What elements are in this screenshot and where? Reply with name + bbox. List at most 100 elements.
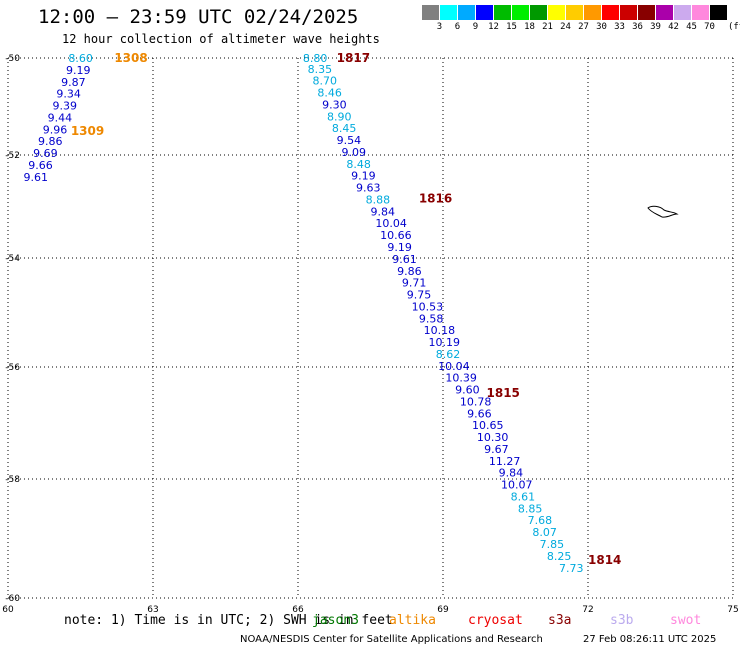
wave-height-value: 9.84 — [499, 467, 524, 480]
wave-height-value: 10.30 — [477, 431, 509, 444]
mission-label: s3b — [610, 613, 634, 628]
legend-swatch — [512, 5, 529, 20]
wave-height-value: 9.30 — [322, 98, 347, 111]
legend-swatch — [638, 5, 655, 20]
wave-height-value: 10.39 — [445, 372, 477, 385]
wave-height-value: 9.71 — [402, 277, 427, 290]
track-number-label: 1309 — [71, 124, 104, 138]
wave-height-value: 7.73 — [559, 562, 584, 575]
wave-height-value: 10.07 — [501, 479, 533, 492]
wave-height-points: 8.609.199.879.349.399.449.969.869.699.66… — [23, 52, 583, 575]
wave-height-value: 10.65 — [472, 419, 504, 432]
wave-height-value: 9.39 — [52, 100, 77, 113]
wave-height-value: 10.04 — [438, 360, 470, 373]
legend-swatch — [620, 5, 637, 20]
legend-swatch — [566, 5, 583, 20]
track-number-label: 1817 — [337, 51, 370, 65]
wave-height-value: 9.66 — [467, 407, 492, 420]
wave-height-value: 9.61 — [23, 171, 48, 184]
island-outline — [647, 205, 679, 218]
wave-height-value: 9.67 — [484, 443, 509, 456]
legend-tick: 36 — [632, 22, 643, 32]
wave-height-value: 9.96 — [43, 123, 68, 136]
lat-tick-label: -52 — [5, 151, 20, 161]
legend-swatch — [602, 5, 619, 20]
legend-swatch — [692, 5, 709, 20]
legend-tick: 45 — [686, 22, 697, 32]
legend-swatch — [440, 5, 457, 20]
wave-height-value: 9.84 — [371, 205, 396, 218]
legend-tick: 33 — [614, 22, 625, 32]
lon-tick-label: 66 — [292, 605, 304, 615]
legend-tick: 15 — [506, 22, 517, 32]
lon-tick-label: 63 — [147, 605, 158, 615]
legend-swatch — [674, 5, 691, 20]
legend-tick: 3 — [436, 22, 443, 32]
lat-tick-label: -54 — [5, 254, 20, 264]
wave-height-value: 9.86 — [397, 265, 422, 278]
wave-height-value: 9.63 — [356, 182, 381, 195]
wave-height-value: 7.68 — [528, 514, 553, 527]
lat-tick-label: -60 — [5, 594, 20, 604]
legend-tick: 24 — [560, 22, 571, 32]
lat-tick-label: -58 — [5, 475, 20, 485]
track-number-label: 1815 — [487, 386, 520, 400]
legend-swatch — [584, 5, 601, 20]
wave-height-value: 9.19 — [351, 170, 376, 183]
legend-swatch — [458, 5, 475, 20]
page-title: 12:00 — 23:59 UTC 02/24/2025 — [38, 6, 359, 28]
wave-height-value: 8.80 — [303, 52, 328, 65]
track-number-label: 1814 — [588, 553, 621, 567]
lon-tick-label: 75 — [727, 605, 738, 615]
wave-height-value: 9.87 — [61, 76, 86, 89]
legend-swatch — [494, 5, 511, 20]
track-number-label: 1816 — [419, 191, 452, 205]
wave-height-value: 10.18 — [424, 324, 456, 337]
track-number-label: 1308 — [114, 51, 147, 65]
wave-height-value: 8.46 — [317, 87, 342, 100]
legend-swatch — [476, 5, 493, 20]
legend-swatch — [548, 5, 565, 20]
lon-tick-label: 60 — [2, 605, 14, 615]
generated-timestamp: 27 Feb 08:26:11 UTC 2025 — [583, 634, 717, 645]
wave-height-value: 9.34 — [56, 88, 80, 101]
wave-height-value: 9.58 — [419, 312, 444, 325]
legend-tick: 42 — [668, 22, 679, 32]
wave-height-value: 8.61 — [511, 490, 535, 503]
wave-height-value: 8.35 — [308, 63, 333, 76]
wave-height-value: 9.19 — [387, 241, 412, 254]
lat-lon-grid — [7, 57, 734, 599]
wave-height-value: 9.19 — [66, 64, 91, 77]
wave-height-value: 8.25 — [547, 550, 572, 563]
wave-height-value: 8.90 — [327, 110, 352, 123]
legend-swatch — [656, 5, 673, 20]
mission-label: jason3 — [312, 613, 359, 628]
wave-height-value: 9.09 — [342, 146, 367, 159]
legend-swatch — [422, 5, 439, 20]
wave-height-value: 9.86 — [38, 135, 63, 148]
wave-height-value: 8.60 — [68, 52, 93, 65]
wave-height-value: 8.45 — [332, 122, 357, 135]
mission-label: swot — [670, 613, 702, 628]
wave-height-value: 7.85 — [540, 538, 565, 551]
page-subtitle: 12 hour collection of altimeter wave hei… — [62, 32, 380, 46]
wave-height-value: 10.04 — [375, 217, 407, 230]
wave-height-value: 8.07 — [532, 526, 557, 539]
wave-height-value: 8.70 — [313, 75, 338, 88]
wave-height-value: 9.66 — [28, 159, 53, 172]
legend-swatch — [710, 5, 727, 20]
legend-tick: 9 — [472, 22, 479, 32]
legend-tick: 70 — [704, 22, 715, 32]
legend-tick: 39 — [650, 22, 661, 32]
footer-note: note: 1) Time is in UTC; 2) SWH is in fe… — [64, 613, 393, 628]
legend-tick: 21 — [542, 22, 553, 32]
lat-tick-label: -56 — [5, 363, 20, 373]
wave-height-value: 10.19 — [429, 336, 461, 349]
wave-height-value: 9.60 — [455, 384, 480, 397]
mission-label: s3a — [548, 613, 572, 628]
wave-height-value: 9.61 — [392, 253, 417, 266]
legend-tick: 12 — [488, 22, 499, 32]
legend-tick: 6 — [454, 22, 461, 32]
